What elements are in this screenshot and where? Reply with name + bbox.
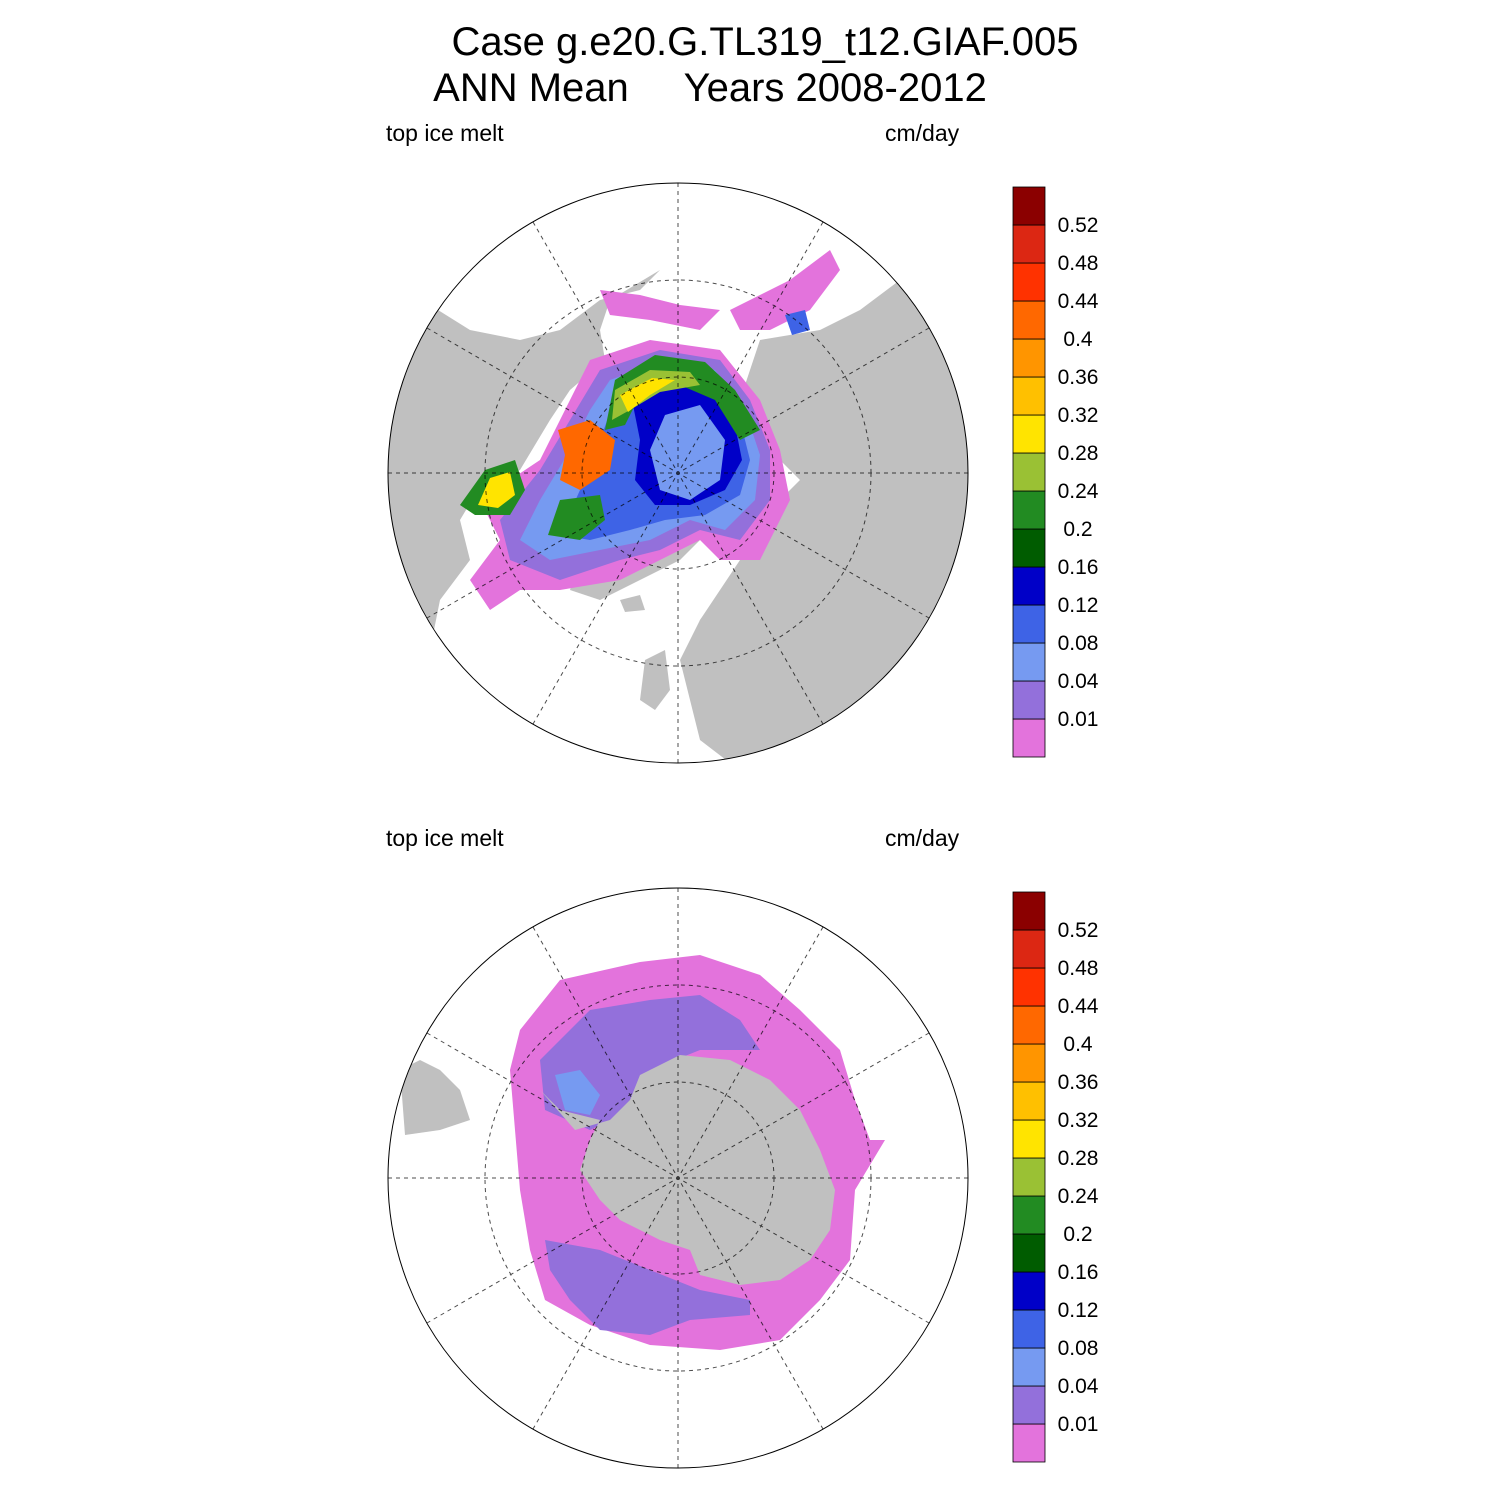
south-polar-map xyxy=(387,887,969,1469)
north-map-border xyxy=(387,182,969,764)
north-ice-melt-field xyxy=(460,250,840,610)
south-meridian-150 xyxy=(426,1032,930,1324)
south-colorbar-label-10: 0.4 xyxy=(1063,1033,1093,1056)
north-colorbar-label-10: 0.4 xyxy=(1063,328,1093,351)
north-colorbar-label-12: 0.48 xyxy=(1058,252,1099,275)
north-meridian-150 xyxy=(426,327,930,619)
south-colorbar-label-9: 0.36 xyxy=(1058,1071,1099,1094)
north-colorbar-label-13: 0.52 xyxy=(1058,214,1099,237)
north-colorbar-box-1 xyxy=(1012,680,1046,720)
north-ice-yellow-green xyxy=(612,370,700,420)
north-panel-units: cm/day xyxy=(885,120,960,146)
south-colorbar-box-2 xyxy=(1012,1347,1046,1387)
north-colorbar-box-0 xyxy=(1012,718,1046,758)
antarctica-land xyxy=(540,1055,835,1285)
south-colorbar-label-6: 0.24 xyxy=(1058,1185,1099,1208)
south-panel-units: cm/day xyxy=(885,825,960,851)
south-colorbar-label-4: 0.16 xyxy=(1058,1261,1099,1284)
north-colorbar-box-8 xyxy=(1012,414,1046,454)
north-ice-okhotsk-pink xyxy=(600,290,720,330)
north-colorbar-box-7 xyxy=(1012,452,1046,492)
north-colorbar-label-3: 0.12 xyxy=(1058,594,1099,617)
south-colorbar-label-1: 0.04 xyxy=(1058,1375,1099,1398)
north-colorbar-box-12 xyxy=(1012,262,1046,302)
south-map-border xyxy=(387,887,969,1469)
south-colorbar-box-11 xyxy=(1012,1005,1046,1045)
south-colorbar-label-7: 0.28 xyxy=(1058,1147,1099,1170)
south-colorbar-label-12: 0.48 xyxy=(1058,957,1099,980)
south-panel-variable: top ice melt xyxy=(386,825,504,851)
north-colorbar-box-3 xyxy=(1012,604,1046,644)
north-colorbar-box-11 xyxy=(1012,300,1046,340)
south-colorbar-box-3 xyxy=(1012,1309,1046,1349)
south-colorbar-box-5 xyxy=(1012,1233,1046,1273)
south-colorbar-label-11: 0.44 xyxy=(1058,995,1099,1018)
north-colorbar-label-2: 0.08 xyxy=(1058,632,1099,655)
british-isles-land xyxy=(640,650,670,710)
south-america-land xyxy=(400,1060,470,1135)
south-colorbar-box-13 xyxy=(1012,929,1046,969)
north-ice-yellow xyxy=(620,378,675,412)
north-polar-map xyxy=(387,182,969,764)
north-ice-center-lightblue xyxy=(650,405,725,500)
south-graticule xyxy=(388,888,968,1468)
iceland-land xyxy=(620,595,645,612)
south-colorbar-box-0 xyxy=(1012,1423,1046,1463)
south-colorbar-box-6 xyxy=(1012,1195,1046,1235)
south-ice-lavender-south xyxy=(545,1240,750,1335)
north-ice-bering-blue xyxy=(785,310,810,335)
north-ice-baffin-green xyxy=(548,495,605,540)
figure-title-line2: ANN Mean Years 2008-2012 xyxy=(433,66,987,110)
north-colorbar-label-6: 0.24 xyxy=(1058,480,1099,503)
south-colorbar-label-3: 0.12 xyxy=(1058,1299,1099,1322)
south-colorbar-box-9 xyxy=(1012,1081,1046,1121)
south-ice-lightblue xyxy=(555,1070,600,1115)
north-colorbar-box-2 xyxy=(1012,642,1046,682)
north-ice-bering-pink xyxy=(730,250,840,330)
south-colorbar-label-2: 0.08 xyxy=(1058,1337,1099,1360)
south-colorbar-label-8: 0.32 xyxy=(1058,1109,1099,1132)
south-colorbar-label-0: 0.01 xyxy=(1058,1413,1099,1436)
south-colorbar-label-13: 0.52 xyxy=(1058,919,1099,942)
north-colorbar-label-5: 0.2 xyxy=(1063,518,1092,541)
south-colorbar-box-12 xyxy=(1012,967,1046,1007)
north-panel-variable: top ice melt xyxy=(386,120,504,146)
north-colorbar-label-7: 0.28 xyxy=(1058,442,1099,465)
south-colorbar-label-5: 0.2 xyxy=(1063,1223,1092,1246)
south-colorbar-box-8 xyxy=(1012,1119,1046,1159)
north-colorbar: 0.01 0.04 0.08 0.12 0.16 0.2 0.24 0.28 0.32 0.36 0… xyxy=(1012,186,1099,758)
north-graticule xyxy=(388,183,968,763)
north-colorbar-box-4 xyxy=(1012,566,1046,606)
north-colorbar-box-5 xyxy=(1012,528,1046,568)
figure-title-line1: Case g.e20.G.TL319_t12.GIAF.005 xyxy=(451,20,1079,64)
north-colorbar-label-0: 0.01 xyxy=(1058,708,1099,731)
north-colorbar-box-9 xyxy=(1012,376,1046,416)
north-colorbar-box-14 xyxy=(1012,186,1046,226)
north-colorbar-label-1: 0.04 xyxy=(1058,670,1099,693)
south-colorbar: 0.01 0.04 0.08 0.12 0.16 0.2 0.24 0.28 0.32 0.36 0… xyxy=(1012,891,1099,1463)
north-colorbar-label-9: 0.36 xyxy=(1058,366,1099,389)
south-colorbar-box-1 xyxy=(1012,1385,1046,1425)
south-colorbar-box-4 xyxy=(1012,1271,1046,1311)
north-colorbar-label-4: 0.16 xyxy=(1058,556,1099,579)
north-colorbar-box-6 xyxy=(1012,490,1046,530)
north-colorbar-box-10 xyxy=(1012,338,1046,378)
south-colorbar-box-10 xyxy=(1012,1043,1046,1083)
north-colorbar-box-13 xyxy=(1012,224,1046,264)
north-colorbar-label-8: 0.32 xyxy=(1058,404,1099,427)
scandinavia-land xyxy=(690,560,760,680)
north-colorbar-label-11: 0.44 xyxy=(1058,290,1099,313)
south-colorbar-box-7 xyxy=(1012,1157,1046,1197)
south-colorbar-box-14 xyxy=(1012,891,1046,931)
